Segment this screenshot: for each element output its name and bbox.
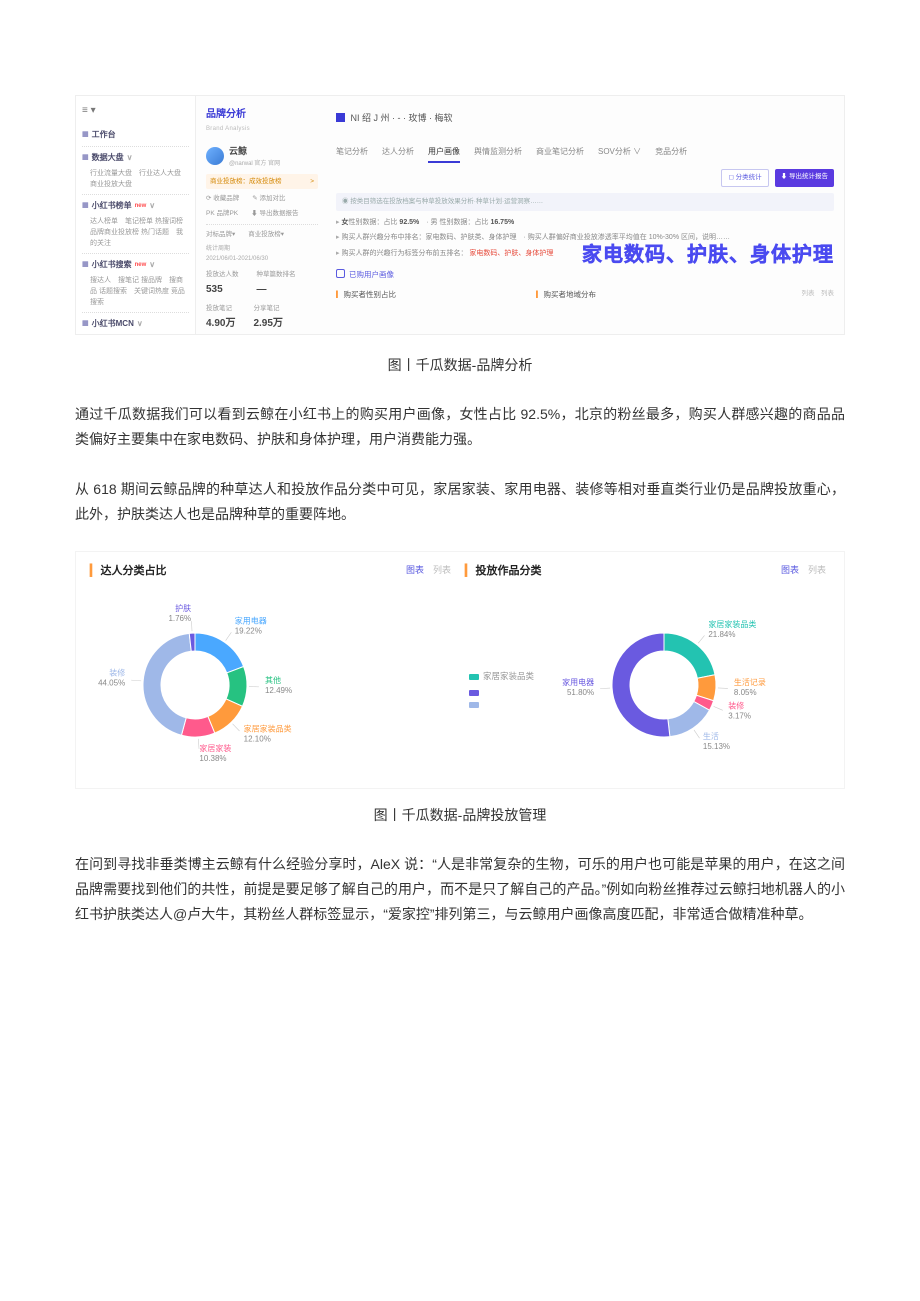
sidebar-items[interactable]: 行业流量大盘 行业达人大盘 商业投放大盘 <box>82 168 189 190</box>
breadcrumb: NI 绍 J 州 · - · 玫博 · 梅软 <box>326 96 844 139</box>
chart-view-tabs[interactable]: 图表 列表 <box>406 562 451 578</box>
svg-text:装修: 装修 <box>728 700 744 710</box>
donut-chart-left: 家用电器19.22% 其他12.49% 家居家装品类12.10% 家居家装10.38%… <box>90 590 300 770</box>
rank-pill[interactable]: 商业投放榜：成效投放榜> <box>206 174 318 190</box>
sidebar-group-databoard[interactable]: 数据大盘∨ <box>82 151 189 165</box>
donut-chart-right: 家居家装品类21.84% 生活记录8.05% 装修3.17% 生活15.13% 家用电器… <box>544 590 774 770</box>
donut-left-panel: 达人分类占比 图表 列表 家用电器19.22% 其他12.49% 家居家装品类12.… <box>90 562 455 770</box>
screenshot-donut-charts: 达人分类占比 图表 列表 家用电器19.22%其他12.49%家居家装品类12.… <box>75 551 845 789</box>
dashboard-sidebar: ≡ ▾ 工作台 数据大盘∨ 行业流量大盘 行业达人大盘 商业投放大盘 小红书榜单… <box>76 96 196 334</box>
insight-line: 女性别数据：占比 92.5% · 男 性别数据：占比 16.75% <box>336 217 834 230</box>
svg-text:8.05%: 8.05% <box>734 688 757 697</box>
hamburger-icon[interactable]: ≡ ▾ <box>82 100 189 124</box>
paragraph: 通过千瓜数据我们可以看到云鲸在小红书上的购买用户画像，女性占比 92.5%，北京… <box>75 402 845 452</box>
brand-avatar <box>206 147 224 165</box>
donut-right-panel: 投放作品分类 图表 列表 家居家装品类 家居家装品类21.84%生活记录8.05… <box>465 562 830 770</box>
svg-text:生活: 生活 <box>703 731 719 741</box>
svg-text:装修: 装修 <box>109 667 125 677</box>
svg-text:护肤: 护肤 <box>175 603 191 613</box>
hint-bar: ◉ 按类目筛选在投放档案与种草投放效果分析·种草计划·运营洞察…… <box>336 193 834 211</box>
export-report-button[interactable]: ⬇ 导出统计报告 <box>775 169 834 187</box>
action-links[interactable]: ⟳ 收藏品牌 ✎ 添加对比 <box>206 193 318 205</box>
svg-text:12.49%: 12.49% <box>265 686 292 695</box>
svg-text:15.13%: 15.13% <box>703 742 730 751</box>
screenshot-brand-analysis: ≡ ▾ 工作台 数据大盘∨ 行业流量大盘 行业达人大盘 商业投放大盘 小红书榜单… <box>75 95 845 335</box>
panel-title: 品牌分析 Brand Analysis <box>196 96 326 139</box>
chart-title: 投放作品分类 <box>465 562 830 582</box>
dashboard-main: 品牌分析 Brand Analysis NI 绍 J 州 · - · 玫博 · … <box>196 96 844 334</box>
sidebar-group-search[interactable]: 小红书搜索new∨ <box>82 258 189 272</box>
svg-text:3.17%: 3.17% <box>728 711 751 720</box>
svg-text:家居家装: 家居家装 <box>199 743 231 753</box>
content-tabs[interactable]: 笔记分析 达人分析 用户画像 舆情监测分析 商业笔记分析 SOV分析 ∨ 竞品分… <box>336 145 834 163</box>
figure-caption-1: 图丨千瓜数据-品牌分析 <box>75 353 845 378</box>
svg-text:44.05%: 44.05% <box>98 678 125 687</box>
sidebar-group-mcn[interactable]: 小红书MCN∨ <box>82 317 189 331</box>
svg-text:12.10%: 12.10% <box>244 734 271 743</box>
subsection-row: 购买者性别占比 购买者地域分布 列表 列表 <box>336 288 834 302</box>
svg-text:生活记录: 生活记录 <box>734 677 766 687</box>
content-panel: 笔记分析 达人分析 用户画像 舆情监测分析 商业笔记分析 SOV分析 ∨ 竞品分… <box>326 139 844 335</box>
figure-caption-2: 图丨千瓜数据-品牌投放管理 <box>75 803 845 828</box>
svg-text:家居家装品类: 家居家装品类 <box>244 723 292 733</box>
brand-name: 云鲸 <box>229 143 280 159</box>
svg-text:家用电器: 家用电器 <box>235 615 267 625</box>
action-links[interactable]: PK 品牌PK ⬇ 导出数据报告 <box>206 208 318 220</box>
sidebar-group-rank[interactable]: 小红书榜单new∨ <box>82 199 189 213</box>
filter-links[interactable]: 对标品牌▾ 商业投放榜▾ <box>206 229 318 241</box>
sidebar-items[interactable]: 达人榜单 笔记榜单 热搜词榜 品牌商业投放榜 热门话题 我的关注 <box>82 216 189 250</box>
sidebar-group-workbench[interactable]: 工作台 <box>82 128 189 142</box>
paragraph: 从 618 期间云鲸品牌的种草达人和投放作品分类中可见，家居家装、家用电器、装修… <box>75 477 845 527</box>
svg-text:家居家装品类: 家居家装品类 <box>708 619 756 629</box>
svg-text:10.38%: 10.38% <box>199 754 226 763</box>
chart-title: 达人分类占比 <box>90 562 455 582</box>
paragraph: 在问到寻找非垂类博主云鲸有什么经验分享时，AleX 说：“人是非常复杂的生物，可… <box>75 852 845 928</box>
chart-legend: 家居家装品类 <box>469 669 534 708</box>
stat-period: 统计周期 2021/06/01-2021/06/30 <box>206 244 318 266</box>
svg-text:19.22%: 19.22% <box>235 626 262 635</box>
svg-text:21.84%: 21.84% <box>708 630 735 639</box>
brand-info-panel: 云鲸 @narwal 官方 官网 商业投放榜：成效投放榜> ⟳ 收藏品牌 ✎ 添… <box>196 139 326 335</box>
chart-view-tabs[interactable]: 图表 列表 <box>781 562 826 578</box>
stat-block: 投放达人数535 种草篇数排名— <box>206 269 318 299</box>
svg-text:1.76%: 1.76% <box>168 614 191 623</box>
svg-text:51.80%: 51.80% <box>567 688 594 697</box>
brand-logo-icon <box>336 113 345 122</box>
stat-block: 投放笔记4.90万 分享笔记2.95万 <box>206 303 318 333</box>
sidebar-items[interactable]: 搜达人 搜笔记 搜品牌 搜商品 话题搜索 关键词热度 竞品搜索 <box>82 275 189 309</box>
svg-text:其他: 其他 <box>265 675 281 685</box>
svg-text:家用电器: 家用电器 <box>562 677 594 687</box>
brand-subtitle: @narwal 官方 官网 <box>229 159 280 170</box>
category-stat-button[interactable]: ◻ 分类统计 <box>721 169 768 187</box>
